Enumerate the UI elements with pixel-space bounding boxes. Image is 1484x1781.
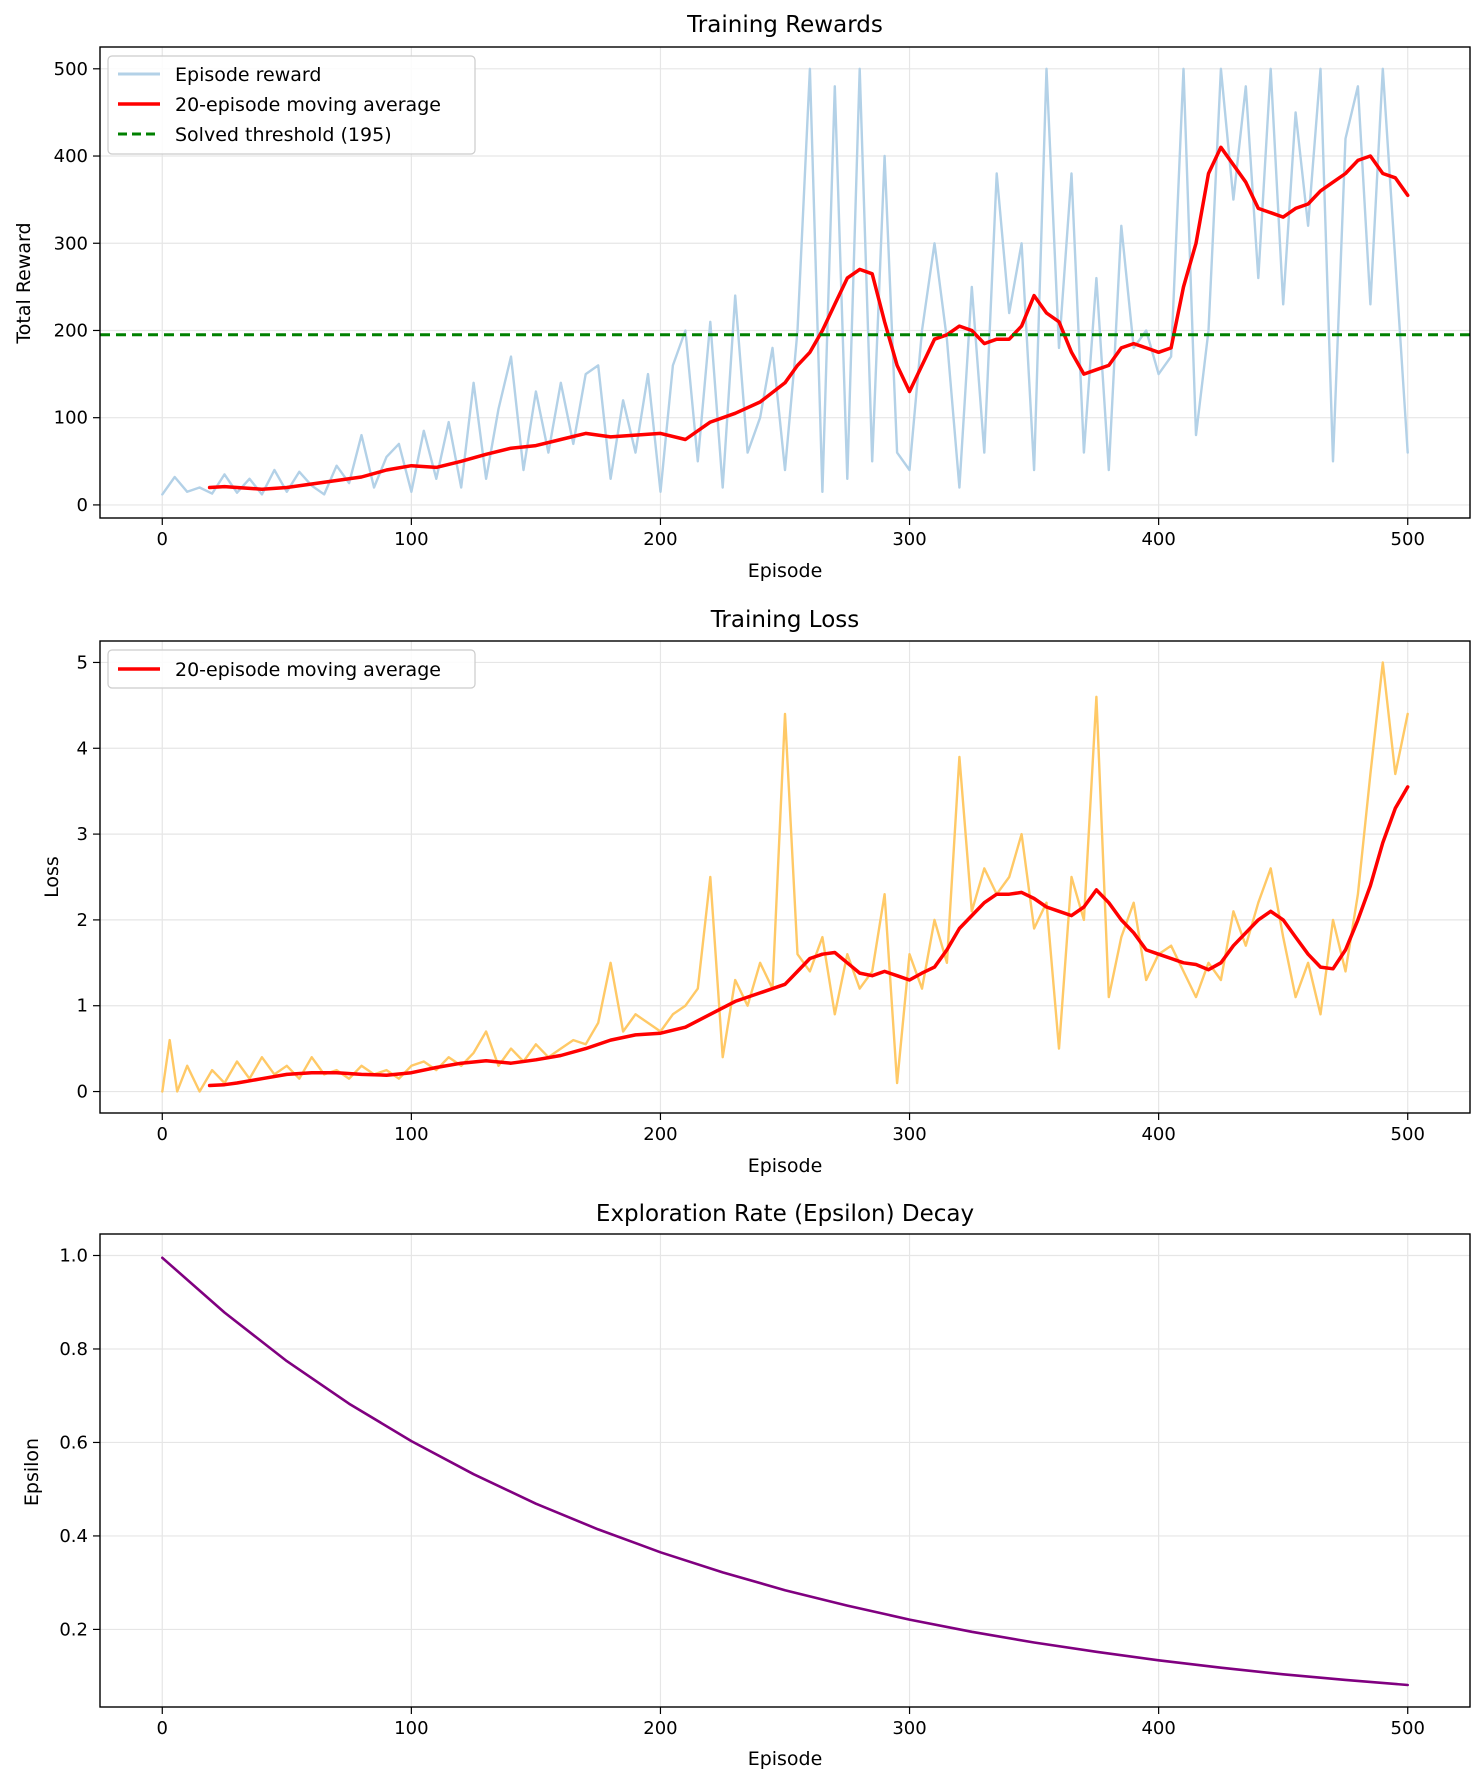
rewards-y-axis-label: Total Reward bbox=[13, 222, 35, 344]
rewards-axes-frame bbox=[99, 46, 1471, 519]
loss-y-tick-label: 3 bbox=[77, 824, 88, 845]
epsilon-axes-frame bbox=[99, 1233, 1471, 1708]
epsilon-x-tick-label: 200 bbox=[643, 1718, 677, 1739]
rewards-y-tick-label: 400 bbox=[54, 146, 88, 167]
epsilon-x-tick-label: 400 bbox=[1141, 1718, 1175, 1739]
rewards-legend: Episode reward 20-episode moving average… bbox=[107, 55, 476, 155]
loss-x-tick-label: 400 bbox=[1141, 1124, 1175, 1145]
loss-y-tick-label: 4 bbox=[77, 738, 88, 759]
legend-label-loss-moving-average: 20-episode moving average bbox=[175, 659, 441, 681]
rewards-x-tick-label: 100 bbox=[394, 529, 428, 550]
loss-chart: Training Loss Episode Loss 0 100 200 300 400… bbox=[41, 607, 1471, 1177]
rewards-y-tick-label: 100 bbox=[54, 408, 88, 429]
loss-series-20-episode-moving-average bbox=[207, 785, 1410, 1088]
legend-label-moving-average: 20-episode moving average bbox=[175, 94, 441, 116]
epsilon-x-tick-label: 100 bbox=[394, 1718, 428, 1739]
rewards-x-tick-label: 300 bbox=[892, 529, 926, 550]
epsilon-series-epsilon bbox=[161, 1256, 1409, 1687]
epsilon-x-axis-label: Episode bbox=[748, 1748, 823, 1770]
rewards-y-tick-label: 300 bbox=[54, 233, 88, 254]
epsilon-y-axis-label: Epsilon bbox=[21, 1438, 43, 1506]
epsilon-x-tick-label: 0 bbox=[157, 1718, 168, 1739]
rewards-x-tick-label: 200 bbox=[643, 529, 677, 550]
loss-chart-title: Training Loss bbox=[710, 607, 860, 633]
rewards-y-tick-label: 500 bbox=[54, 59, 88, 80]
epsilon-x-tick-label: 500 bbox=[1391, 1718, 1425, 1739]
loss-legend: 20-episode moving average bbox=[107, 649, 476, 689]
loss-y-tick-label: 1 bbox=[77, 996, 88, 1017]
loss-series-loss bbox=[161, 661, 1409, 1093]
epsilon-y-tick-label: 0.4 bbox=[59, 1526, 88, 1547]
rewards-series-episode-reward bbox=[161, 67, 1409, 496]
legend-label-episode-reward: Episode reward bbox=[175, 64, 321, 86]
rewards-y-tick-label: 0 bbox=[77, 495, 88, 516]
loss-x-tick-label: 0 bbox=[157, 1124, 168, 1145]
epsilon-y-tick-label: 0.2 bbox=[59, 1619, 88, 1640]
loss-y-tick-label: 0 bbox=[77, 1082, 88, 1103]
loss-y-tick-label: 5 bbox=[77, 652, 88, 673]
loss-x-axis-label: Episode bbox=[748, 1155, 823, 1177]
loss-y-axis-label: Loss bbox=[41, 856, 63, 898]
rewards-x-axis-label: Episode bbox=[748, 560, 823, 582]
epsilon-x-tick-label: 300 bbox=[892, 1718, 926, 1739]
rewards-chart-title: Training Rewards bbox=[686, 12, 883, 38]
epsilon-y-tick-label: 1.0 bbox=[59, 1246, 88, 1267]
rewards-x-tick-label: 0 bbox=[157, 529, 168, 550]
loss-axes-frame bbox=[99, 640, 1471, 1114]
rewards-x-tick-label: 400 bbox=[1141, 529, 1175, 550]
rewards-series-20-episode-moving-average bbox=[207, 145, 1410, 491]
loss-x-tick-label: 500 bbox=[1391, 1124, 1425, 1145]
rewards-x-tick-label: 500 bbox=[1391, 529, 1425, 550]
loss-x-tick-label: 300 bbox=[892, 1124, 926, 1145]
epsilon-y-tick-label: 0.8 bbox=[59, 1339, 88, 1360]
rewards-y-tick-label: 200 bbox=[54, 320, 88, 341]
loss-x-tick-label: 100 bbox=[394, 1124, 428, 1145]
epsilon-chart-title: Exploration Rate (Epsilon) Decay bbox=[596, 1201, 974, 1227]
loss-y-tick-label: 2 bbox=[77, 910, 88, 931]
rewards-chart: Training Rewards Episode Total Reward 0 1… bbox=[13, 12, 1471, 582]
legend-label-solved-threshold: Solved threshold (195) bbox=[175, 124, 392, 146]
epsilon-chart: Exploration Rate (Epsilon) Decay Episode… bbox=[21, 1201, 1471, 1770]
epsilon-y-tick-label: 0.6 bbox=[59, 1432, 88, 1453]
loss-x-tick-label: 200 bbox=[643, 1124, 677, 1145]
